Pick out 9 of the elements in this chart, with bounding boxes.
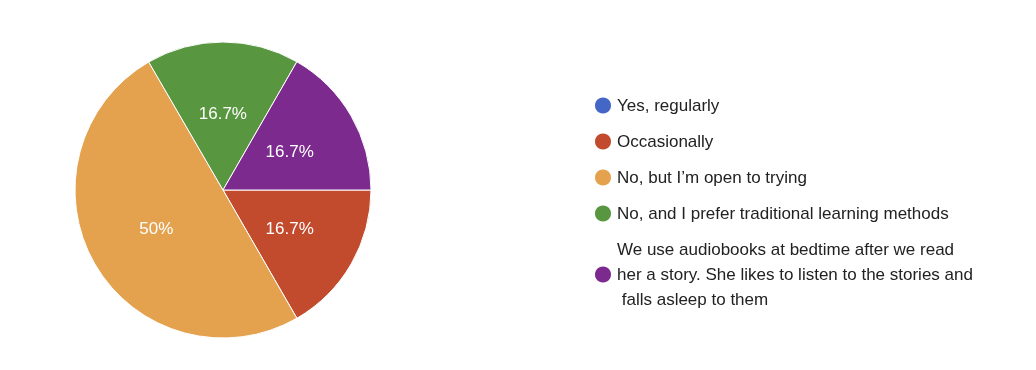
legend-label: No, and I prefer traditional learning methods	[617, 204, 949, 223]
legend-label: No, but I’m open to trying	[617, 168, 807, 187]
legend-label: Occasionally	[617, 132, 714, 151]
legend-label: Yes, regularly	[617, 96, 720, 115]
data-label: 50%	[139, 219, 174, 239]
data-label: 16.7%	[265, 219, 314, 239]
data-label: 16.7%	[198, 103, 247, 123]
legend-label: We use audiobooks at bedtime after we read her a story. She likes to listen to the stories and falls asleep to them	[617, 240, 973, 309]
data-label: 16.7%	[265, 141, 314, 161]
